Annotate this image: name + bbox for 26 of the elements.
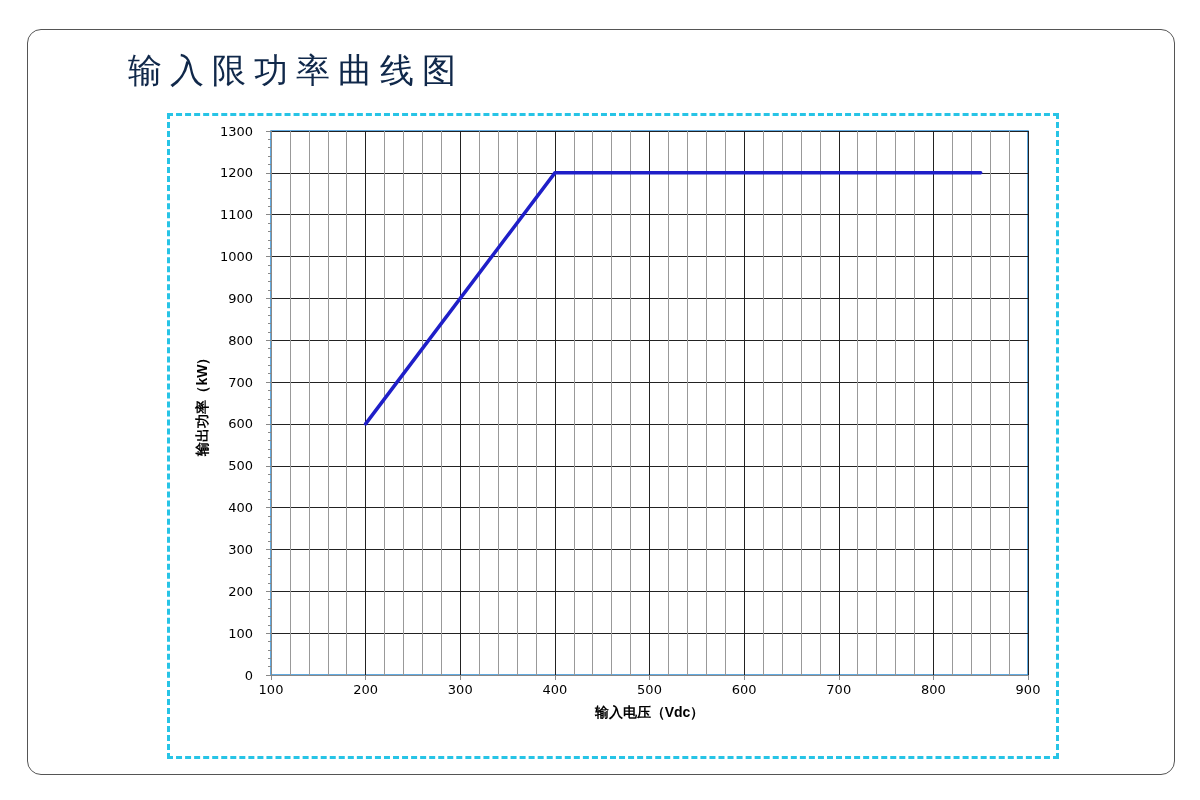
y-tick-label: 600 (228, 416, 253, 432)
y-tick-label: 400 (228, 500, 253, 516)
y-tick-label: 200 (228, 583, 253, 599)
y-tick-label: 500 (228, 458, 253, 474)
x-tick-label: 300 (447, 682, 473, 697)
y-tick-label: 300 (228, 541, 253, 557)
x-tick-label: 900 (1015, 682, 1041, 697)
y-tick-label: 0 (244, 667, 253, 683)
x-axis-title: 输入电压（Vdc） (593, 704, 705, 720)
y-tick-label: 1000 (219, 249, 253, 265)
y-tick-label: 1200 (219, 165, 253, 181)
x-tick-label: 500 (637, 682, 662, 697)
y-axis-title: 输出功率（kW） (194, 350, 210, 457)
x-tick-label: 100 (258, 682, 284, 697)
y-tick-label: 100 (228, 625, 253, 641)
y-tick-label: 800 (228, 332, 253, 348)
x-tick-label: 400 (542, 682, 568, 697)
y-tick-label: 1300 (219, 123, 253, 139)
y-tick-label: 900 (228, 290, 253, 306)
chart-title: 输入限功率曲线图 (128, 49, 464, 92)
x-tick-label: 800 (920, 682, 946, 697)
y-tick-label: 1100 (219, 207, 253, 223)
y-tick-label: 700 (228, 374, 253, 390)
x-tick-label: 200 (353, 682, 379, 697)
x-tick-label: 600 (731, 682, 757, 697)
x-tick-label: 700 (826, 682, 852, 697)
